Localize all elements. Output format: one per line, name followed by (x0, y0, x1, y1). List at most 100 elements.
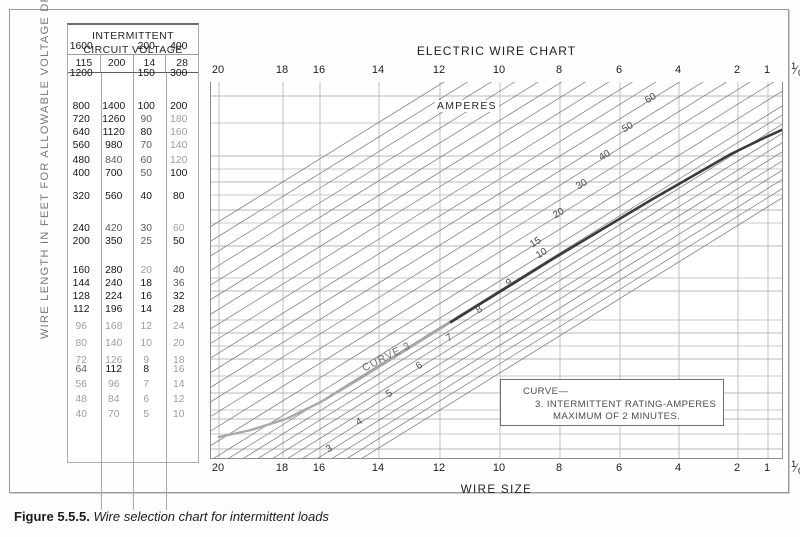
table-row: 800 1400 100 200 (68, 100, 198, 113)
table-cell: 140 (105, 338, 123, 349)
table-cell: 7 (143, 379, 150, 390)
table-cell: 9 (143, 355, 150, 366)
table-row: 1200 150 300 (68, 67, 198, 80)
table-cell: 224 (105, 291, 123, 302)
table-cell: 16 (173, 364, 185, 375)
intermittent-circuit-voltage-table: INTERMITTENT CIRCUIT VOLTAGE 115 200 14 … (67, 23, 199, 510)
column-divider (133, 73, 134, 510)
table-cell: 10 (140, 338, 152, 349)
plot-area: AMPERES CURVE 3 CURVE— 3. INTERMITTENT R… (210, 82, 783, 459)
table-row: 96 168 12 24 (68, 320, 198, 333)
x-tick-16: 16 (312, 64, 326, 76)
table-cell: 20 (140, 265, 152, 276)
table-cell: 12 (173, 394, 185, 405)
table-title: INTERMITTENT CIRCUIT VOLTAGE (68, 25, 198, 56)
table-cell: 400 (72, 168, 90, 179)
x-tick-10: 10 (492, 462, 506, 474)
table-header-115: 115 (68, 55, 101, 72)
table-cell: 96 (108, 379, 120, 390)
x-tick-20: 20 (211, 64, 225, 76)
table-cell: 48 (75, 394, 87, 405)
table-cell: 10 (173, 409, 185, 420)
x-tick-1-0: 1⁄0 (791, 61, 800, 79)
legend-line-2: MAXIMUM OF 2 MINUTES. (553, 411, 681, 422)
table-cell: 8 (143, 364, 150, 375)
table-header-row: 115 200 14 28 (68, 55, 198, 73)
table-cell: 160 (72, 265, 90, 276)
table-cell: 16 (140, 291, 152, 302)
table-cell: 40 (173, 265, 185, 276)
table-cell: 80 (75, 338, 87, 349)
x-tick-1-0: 1⁄0 (791, 459, 800, 477)
table-cell: 70 (108, 409, 120, 420)
chart-title: ELECTRIC WIRE CHART (416, 44, 577, 58)
chart-canvas (211, 82, 782, 458)
table-cell: 60 (173, 223, 185, 234)
figure-caption-text: Wire selection chart for intermittent lo… (93, 509, 329, 524)
table-cell: 420 (105, 223, 123, 234)
table-row: 144 240 18 36 (68, 277, 198, 290)
table-cell: 200 (170, 101, 188, 112)
table-row: 128 224 16 32 (68, 290, 198, 303)
table-cell: 980 (105, 140, 123, 151)
table-row: 480 840 60 120 (68, 154, 198, 167)
table-cell: 280 (105, 265, 123, 276)
table-title-line1: INTERMITTENT (92, 30, 174, 42)
x-tick-4: 4 (674, 64, 682, 76)
table-cell: 64 (75, 364, 87, 375)
y-axis-title: WIRE LENGTH IN FEET FOR ALLOWABLE VOLTAG… (39, 0, 51, 339)
x-tick-20: 20 (211, 462, 225, 474)
table-cell: 112 (105, 364, 122, 375)
table-cell: 84 (108, 394, 120, 405)
table-cell: 100 (137, 101, 155, 112)
x-tick-14: 14 (371, 462, 385, 474)
table-row: 40 70 5 10 (68, 408, 198, 421)
table-header-14: 14 (134, 55, 167, 72)
table-cell: 196 (105, 304, 123, 315)
x-tick-8: 8 (555, 64, 563, 76)
table-row: 720 1260 90 180 (68, 113, 198, 126)
table-row: 64 112 8 16 (68, 363, 198, 376)
table-cell: 56 (75, 379, 87, 390)
table-cell: 60 (140, 155, 152, 166)
table-cell: 5 (143, 409, 150, 420)
figure-number: Figure 5.5.5. (14, 509, 90, 524)
table-row: 1600 200 400 (68, 40, 198, 53)
table-cell: 160 (170, 127, 188, 138)
x-tick-1: 1 (763, 462, 771, 474)
table-row: 200 350 25 50 (68, 235, 198, 248)
x-tick-2: 2 (733, 462, 741, 474)
table-row: 560 980 70 140 (68, 139, 198, 152)
table-row: 160 280 20 40 (68, 264, 198, 277)
table-cell: 18 (173, 355, 185, 366)
table-row: 320 560 40 80 (68, 190, 198, 203)
legend-box: CURVE— 3. INTERMITTENT RATING-AMPERES MA… (500, 379, 724, 426)
table-cell: 480 (72, 155, 90, 166)
table-row: 80 140 10 20 (68, 337, 198, 350)
table-body: 1600 200 400 1200 150 300 800 1400 100 200 720 12… (68, 41, 198, 510)
table-cell: 1200 (69, 68, 93, 79)
table-cell: 240 (72, 223, 90, 234)
figure-caption: Figure 5.5.5. Wire selection chart for i… (14, 509, 329, 524)
legend-line-1: 3. INTERMITTENT RATING-AMPERES (535, 398, 717, 410)
table-cell: 90 (140, 114, 152, 125)
table-cell: 70 (140, 140, 152, 151)
x-tick-18: 18 (275, 462, 289, 474)
table-cell: 144 (72, 278, 90, 289)
table-cell: 200 (72, 236, 90, 247)
x-tick-6: 6 (615, 64, 623, 76)
table-cell: 350 (105, 236, 123, 247)
table-cell: 30 (140, 223, 152, 234)
table-cell: 20 (173, 338, 185, 349)
table-cell: 640 (72, 127, 90, 138)
x-tick-8: 8 (555, 462, 563, 474)
x-axis-title: WIRE SIZE (460, 484, 533, 496)
table-title-line2: CIRCUIT VOLTAGE (83, 44, 183, 56)
table-cell: 560 (72, 140, 90, 151)
table-cell: 96 (75, 321, 87, 332)
table-row: 400 700 50 100 (68, 167, 198, 180)
table-cell: 14 (140, 304, 152, 315)
table-row: 112 196 14 28 (68, 303, 198, 316)
